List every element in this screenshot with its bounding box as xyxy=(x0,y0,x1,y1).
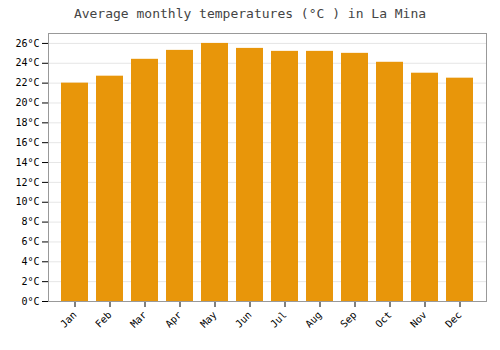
svg-text:Jun: Jun xyxy=(233,309,254,330)
svg-text:Oct: Oct xyxy=(373,309,394,330)
svg-text:4°C: 4°C xyxy=(21,256,39,267)
svg-text:Apr: Apr xyxy=(163,309,184,330)
svg-text:24°C: 24°C xyxy=(15,57,39,68)
svg-text:0°C: 0°C xyxy=(21,296,39,307)
svg-text:22°C: 22°C xyxy=(15,77,39,88)
svg-text:Feb: Feb xyxy=(93,309,114,330)
svg-text:Mar: Mar xyxy=(128,309,149,330)
svg-text:10°C: 10°C xyxy=(15,196,39,207)
svg-text:2°C: 2°C xyxy=(21,276,39,287)
svg-text:Sep: Sep xyxy=(338,309,359,330)
svg-text:8°C: 8°C xyxy=(21,216,39,227)
svg-text:May: May xyxy=(198,309,219,330)
svg-text:26°C: 26°C xyxy=(15,38,39,49)
svg-text:Jul: Jul xyxy=(268,309,289,330)
svg-text:Nov: Nov xyxy=(408,309,429,330)
svg-text:Aug: Aug xyxy=(303,309,324,330)
svg-text:16°C: 16°C xyxy=(15,137,39,148)
html-text:Average monthly temperatures (: Average monthly temperatures (°C ) in La… xyxy=(73,6,427,21)
svg-text:14°C: 14°C xyxy=(15,157,39,168)
svg-text:20°C: 20°C xyxy=(15,97,39,108)
svg-text:Jan: Jan xyxy=(58,309,79,330)
svg-text:12°C: 12°C xyxy=(15,177,39,188)
svg-text:18°C: 18°C xyxy=(15,117,39,128)
svg-text:Dec: Dec xyxy=(443,309,464,330)
svg-text:6°C: 6°C xyxy=(21,236,39,247)
